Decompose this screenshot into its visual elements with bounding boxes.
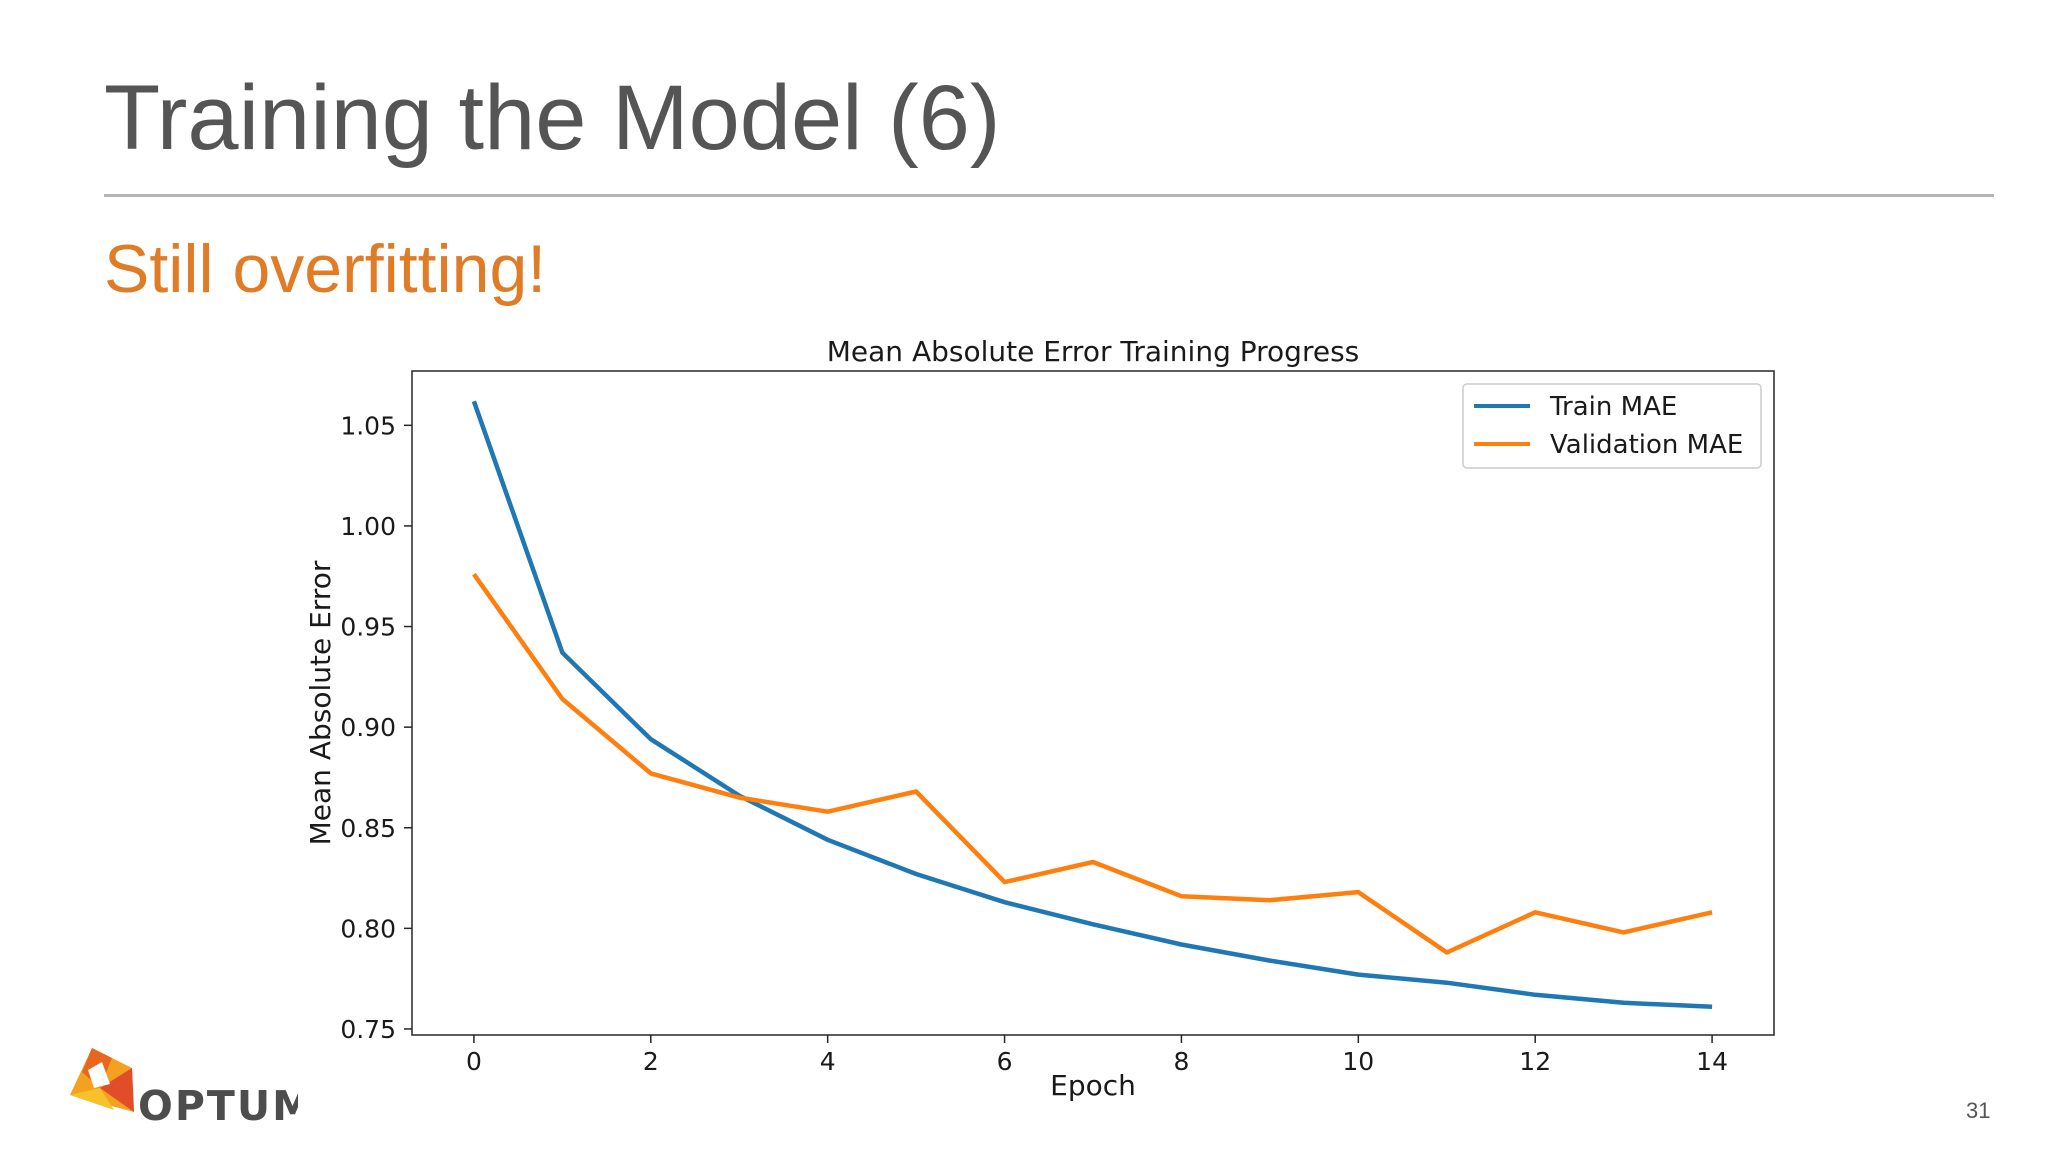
y-tick-label: 0.85 xyxy=(340,814,396,843)
legend-label-train: Train MAE xyxy=(1549,392,1677,422)
slide-subtitle: Still overfitting! xyxy=(104,231,547,307)
y-tick-label: 0.80 xyxy=(340,914,396,943)
series-line-validation-mae xyxy=(472,572,1713,955)
logo-wordmark: OPTUM xyxy=(138,1082,298,1130)
x-tick-label: 8 xyxy=(1173,1047,1189,1076)
legend: Train MAE Validation MAE xyxy=(1462,383,1762,469)
series-line-train-mae xyxy=(471,400,1713,1010)
x-tick-label: 12 xyxy=(1519,1047,1551,1076)
page-number: 31 xyxy=(1966,1098,1991,1123)
x-axis-ticks: 0 2 4 6 8 10 12 14 xyxy=(466,1035,1728,1076)
optum-logo-icon xyxy=(70,1048,134,1112)
y-axis-label: Mean Absolute Error xyxy=(304,560,337,845)
x-tick-label: 0 xyxy=(466,1047,482,1076)
plot-frame xyxy=(411,370,1775,1036)
y-tick-label: 0.90 xyxy=(340,713,396,742)
legend-label-validation: Validation MAE xyxy=(1550,430,1743,460)
y-tick-label: 1.05 xyxy=(340,411,396,440)
series-lines xyxy=(471,400,1713,1010)
y-tick-label: 0.75 xyxy=(340,1015,396,1044)
y-tick-label: 0.95 xyxy=(340,613,396,642)
x-tick-label: 14 xyxy=(1696,1047,1728,1076)
x-axis-label: Epoch xyxy=(1050,1069,1136,1102)
x-tick-label: 4 xyxy=(820,1047,836,1076)
y-tick-label: 1.00 xyxy=(340,512,396,541)
x-tick-label: 10 xyxy=(1342,1047,1374,1076)
x-tick-label: 2 xyxy=(643,1047,659,1076)
title-divider xyxy=(104,194,1994,197)
legend-box xyxy=(1462,383,1762,469)
chart-title: Mean Absolute Error Training Progress xyxy=(827,335,1360,368)
x-tick-label: 6 xyxy=(997,1047,1013,1076)
y-axis-ticks: 0.75 0.80 0.85 0.90 0.95 1.00 1.05 xyxy=(340,411,412,1044)
slide-title: Training the Model (6) xyxy=(104,67,1001,169)
